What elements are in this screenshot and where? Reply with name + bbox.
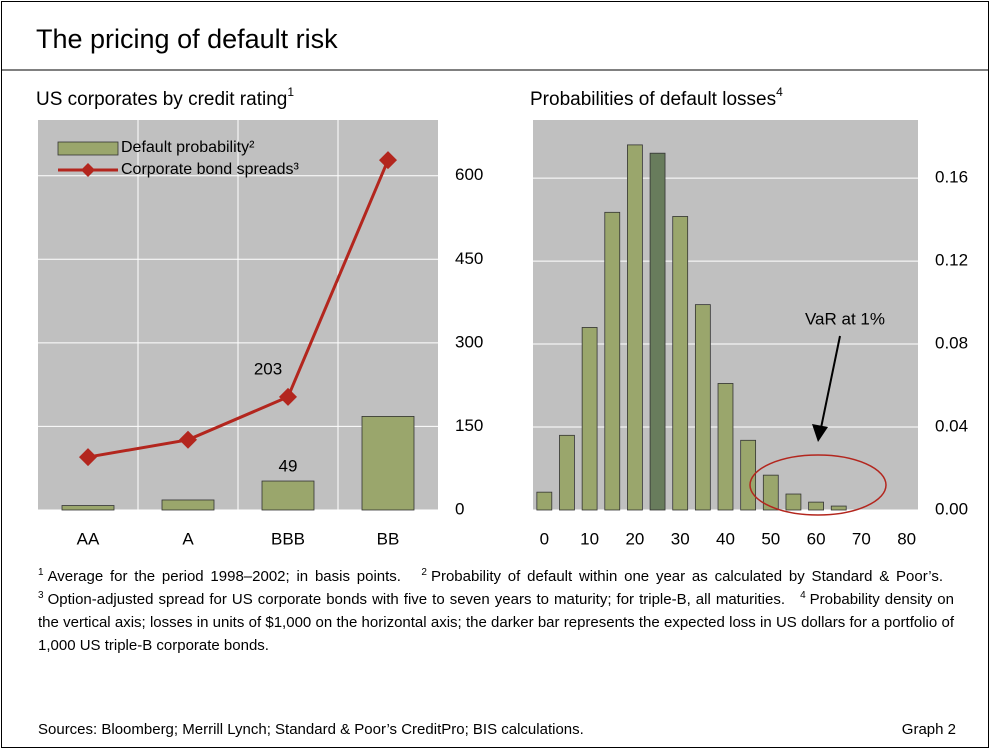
x-tick-label: 30 bbox=[671, 529, 690, 548]
legend-label: Corporate bond spreads³ bbox=[121, 161, 300, 178]
x-tick-label: AA bbox=[77, 529, 100, 548]
bar bbox=[808, 501, 824, 511]
y-tick-label: 600 bbox=[455, 165, 483, 184]
chart-title-text: Probabilities of default losses bbox=[530, 89, 776, 110]
bar bbox=[627, 144, 643, 511]
bar bbox=[604, 211, 621, 511]
graph-label: Graph 2 bbox=[901, 721, 956, 738]
footnotes: 1 Average for the period 1998–2002; in ba… bbox=[38, 565, 954, 657]
bar bbox=[762, 474, 779, 511]
footnote: Average for the period 1998–2002; in bas… bbox=[47, 568, 401, 585]
footnote: Option-adjusted spread for US corporate … bbox=[47, 591, 786, 608]
annotation-arrow bbox=[820, 335, 841, 429]
x-tick-label: 60 bbox=[807, 529, 826, 548]
data-label: 203 bbox=[254, 359, 282, 378]
bar bbox=[672, 216, 689, 511]
chart-title: Probabilities of default losses4 bbox=[530, 85, 783, 110]
legend-label: Default probability² bbox=[121, 139, 255, 156]
bar bbox=[61, 505, 115, 511]
annotation-ellipse bbox=[749, 454, 887, 516]
x-tick-label: 20 bbox=[625, 529, 644, 548]
x-tick-label: BB bbox=[377, 529, 400, 548]
bar bbox=[830, 505, 847, 511]
chart-title-text: US corporates by credit rating bbox=[36, 89, 287, 110]
bar bbox=[694, 304, 711, 511]
bar bbox=[261, 480, 315, 511]
x-tick-label: 50 bbox=[761, 529, 780, 548]
sources: Sources: Bloomberg; Merrill Lynch; Stand… bbox=[38, 721, 584, 738]
chart-title: US corporates by credit rating1 bbox=[36, 85, 294, 110]
bar bbox=[536, 491, 553, 511]
x-tick-label: 0 bbox=[540, 529, 549, 548]
bar bbox=[559, 434, 575, 511]
y-tick-label: 0.04 bbox=[935, 417, 968, 436]
marker bbox=[179, 430, 197, 449]
annotation: VaR at 1% bbox=[805, 309, 885, 328]
footnote-mark: 4 bbox=[800, 590, 806, 601]
footnote: Probability density on the vertical axis… bbox=[38, 591, 954, 654]
bar bbox=[161, 499, 215, 511]
legend-swatch bbox=[57, 141, 119, 156]
footnote-mark: 2 bbox=[421, 567, 427, 578]
page-title: The pricing of default risk bbox=[36, 24, 338, 54]
bar bbox=[649, 152, 666, 511]
x-tick-label: 10 bbox=[580, 529, 599, 548]
x-tick-label: 80 bbox=[897, 529, 916, 548]
bar bbox=[361, 415, 415, 511]
line bbox=[87, 159, 390, 459]
footnote: Probability of default within one year a… bbox=[430, 568, 944, 585]
marker bbox=[379, 151, 397, 170]
arrow-head bbox=[812, 424, 828, 442]
bar bbox=[717, 383, 734, 511]
y-tick-label: 150 bbox=[455, 416, 483, 435]
y-tick-label: 300 bbox=[455, 332, 483, 351]
legend-marker bbox=[81, 163, 95, 177]
title-note: 4 bbox=[776, 85, 783, 99]
y-tick-label: 0.08 bbox=[935, 334, 968, 353]
marker bbox=[79, 448, 97, 467]
y-tick-label: 0.16 bbox=[935, 168, 968, 187]
footnote-mark: 3 bbox=[38, 590, 44, 601]
y-tick-label: 0.00 bbox=[935, 499, 968, 518]
x-tick-label: BBB bbox=[271, 529, 305, 548]
bar bbox=[581, 327, 598, 511]
x-tick-label: A bbox=[182, 529, 194, 548]
x-tick-label: 40 bbox=[716, 529, 735, 548]
data-label: 49 bbox=[279, 457, 298, 476]
footnote-mark: 1 bbox=[38, 567, 44, 578]
y-tick-label: 450 bbox=[455, 249, 483, 268]
x-tick-label: 70 bbox=[852, 529, 871, 548]
y-tick-label: 0 bbox=[455, 499, 464, 518]
y-tick-label: 0.12 bbox=[935, 251, 968, 270]
marker bbox=[279, 387, 297, 406]
title-note: 1 bbox=[287, 85, 294, 99]
bar bbox=[785, 493, 802, 511]
